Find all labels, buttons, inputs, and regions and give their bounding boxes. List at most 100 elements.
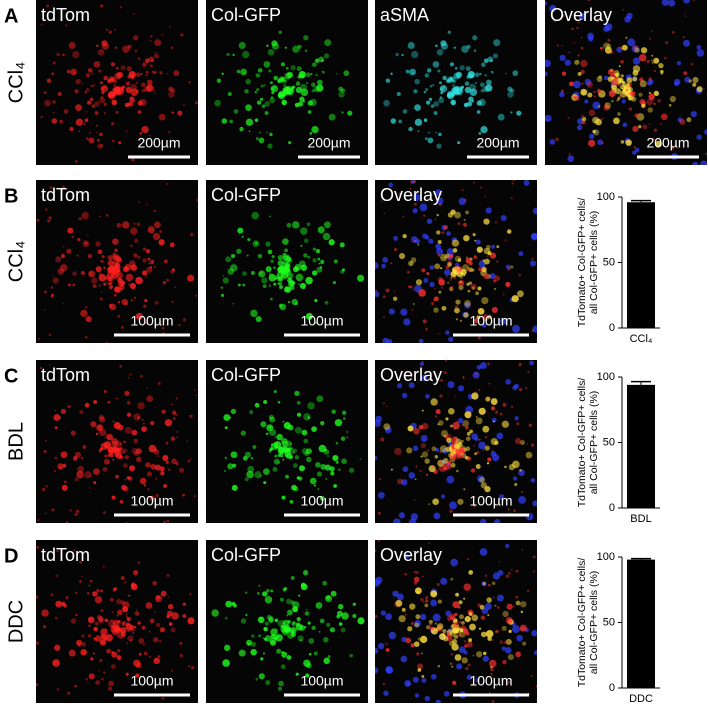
nucleus: [447, 381, 455, 389]
nucleus: [398, 512, 406, 519]
signal-spot: [255, 242, 258, 245]
background-spot: [560, 89, 564, 93]
background-spot: [554, 20, 556, 23]
background-spot: [456, 420, 459, 423]
signal-spot: [461, 45, 469, 53]
background-spot: [377, 540, 380, 542]
signal-spot: [227, 268, 235, 275]
signal-spot: [276, 648, 282, 654]
background-spot: [171, 111, 175, 114]
background-spot: [42, 625, 47, 629]
signal-spot: [440, 429, 449, 438]
nucleus: [449, 501, 457, 510]
signal-spot: [463, 274, 466, 277]
signal-spot: [103, 636, 108, 641]
signal-spot: [462, 264, 470, 272]
background-spot: [188, 81, 191, 84]
signal-spot: [313, 651, 318, 656]
nucleus: [375, 291, 380, 298]
signal-spot: [277, 453, 281, 458]
signal-spot: [621, 81, 626, 85]
signal-spot: [166, 72, 168, 75]
signal-spot: [114, 286, 118, 289]
signal-spot: [128, 283, 130, 286]
signal-spot: [337, 603, 344, 610]
background-spot: [596, 19, 600, 23]
signal-spot: [468, 281, 473, 285]
background-spot: [546, 119, 549, 121]
signal-spot: [135, 673, 140, 678]
nucleus: [433, 512, 441, 520]
background-spot: [518, 362, 522, 367]
signal-spot: [490, 70, 493, 73]
scale-bar-label: 200µm: [137, 135, 180, 151]
background-spot: [531, 329, 534, 332]
signal-spot: [278, 447, 284, 453]
background-spot: [84, 335, 88, 339]
signal-spot: [664, 56, 667, 60]
signal-spot: [341, 268, 345, 272]
signal-spot: [250, 648, 257, 656]
signal-spot: [330, 471, 335, 476]
background-spot: [491, 700, 495, 703]
nucleus: [392, 590, 399, 597]
signal-spot: [59, 119, 64, 124]
signal-spot: [443, 86, 445, 89]
signal-spot: [96, 588, 100, 593]
signal-spot: [274, 454, 278, 458]
signal-spot: [295, 86, 302, 94]
signal-spot: [75, 613, 78, 617]
signal-spot: [134, 451, 139, 457]
background-spot: [518, 273, 522, 277]
signal-spot: [122, 621, 125, 624]
signal-spot: [294, 426, 302, 434]
signal-spot: [512, 70, 519, 77]
scale-bar-label: 100µm: [469, 673, 512, 689]
signal-spot: [471, 286, 475, 290]
signal-spot: [502, 610, 509, 618]
signal-spot: [142, 62, 147, 68]
signal-spot: [112, 258, 119, 265]
signal-spot: [625, 88, 628, 92]
background-spot: [628, 107, 632, 111]
background-spot: [154, 51, 157, 54]
signal-spot: [449, 77, 454, 82]
signal-spot: [135, 276, 143, 285]
background-spot: [73, 549, 76, 552]
signal-spot: [482, 425, 490, 433]
signal-spot: [425, 88, 429, 92]
signal-spot: [126, 66, 132, 72]
signal-spot: [515, 651, 522, 658]
signal-spot: [222, 659, 230, 667]
signal-spot: [460, 85, 465, 89]
signal-spot: [434, 622, 437, 625]
signal-spot: [421, 451, 429, 458]
signal-spot: [148, 444, 157, 453]
signal-spot: [277, 79, 282, 83]
background-spot: [429, 622, 433, 626]
signal-spot: [281, 495, 286, 500]
signal-spot: [146, 471, 152, 477]
signal-spot: [51, 118, 58, 124]
signal-spot: [634, 113, 639, 118]
signal-spot: [277, 266, 285, 274]
background-spot: [466, 558, 469, 561]
signal-spot: [300, 88, 309, 96]
background-spot: [447, 619, 450, 622]
signal-spot: [468, 612, 473, 616]
background-spot: [404, 573, 407, 576]
signal-spot: [53, 469, 56, 472]
signal-spot: [93, 481, 97, 485]
signal-spot: [292, 451, 295, 454]
signal-spot: [304, 49, 308, 52]
signal-spot: [466, 44, 471, 49]
signal-spot: [141, 89, 146, 93]
signal: [220, 211, 365, 324]
background-spot: [507, 681, 510, 684]
background-spot: [105, 280, 107, 282]
signal-spot: [258, 634, 262, 638]
signal-spot: [76, 254, 79, 257]
signal-spot: [658, 62, 664, 69]
background-spot: [516, 422, 520, 426]
signal-spot: [287, 277, 293, 283]
